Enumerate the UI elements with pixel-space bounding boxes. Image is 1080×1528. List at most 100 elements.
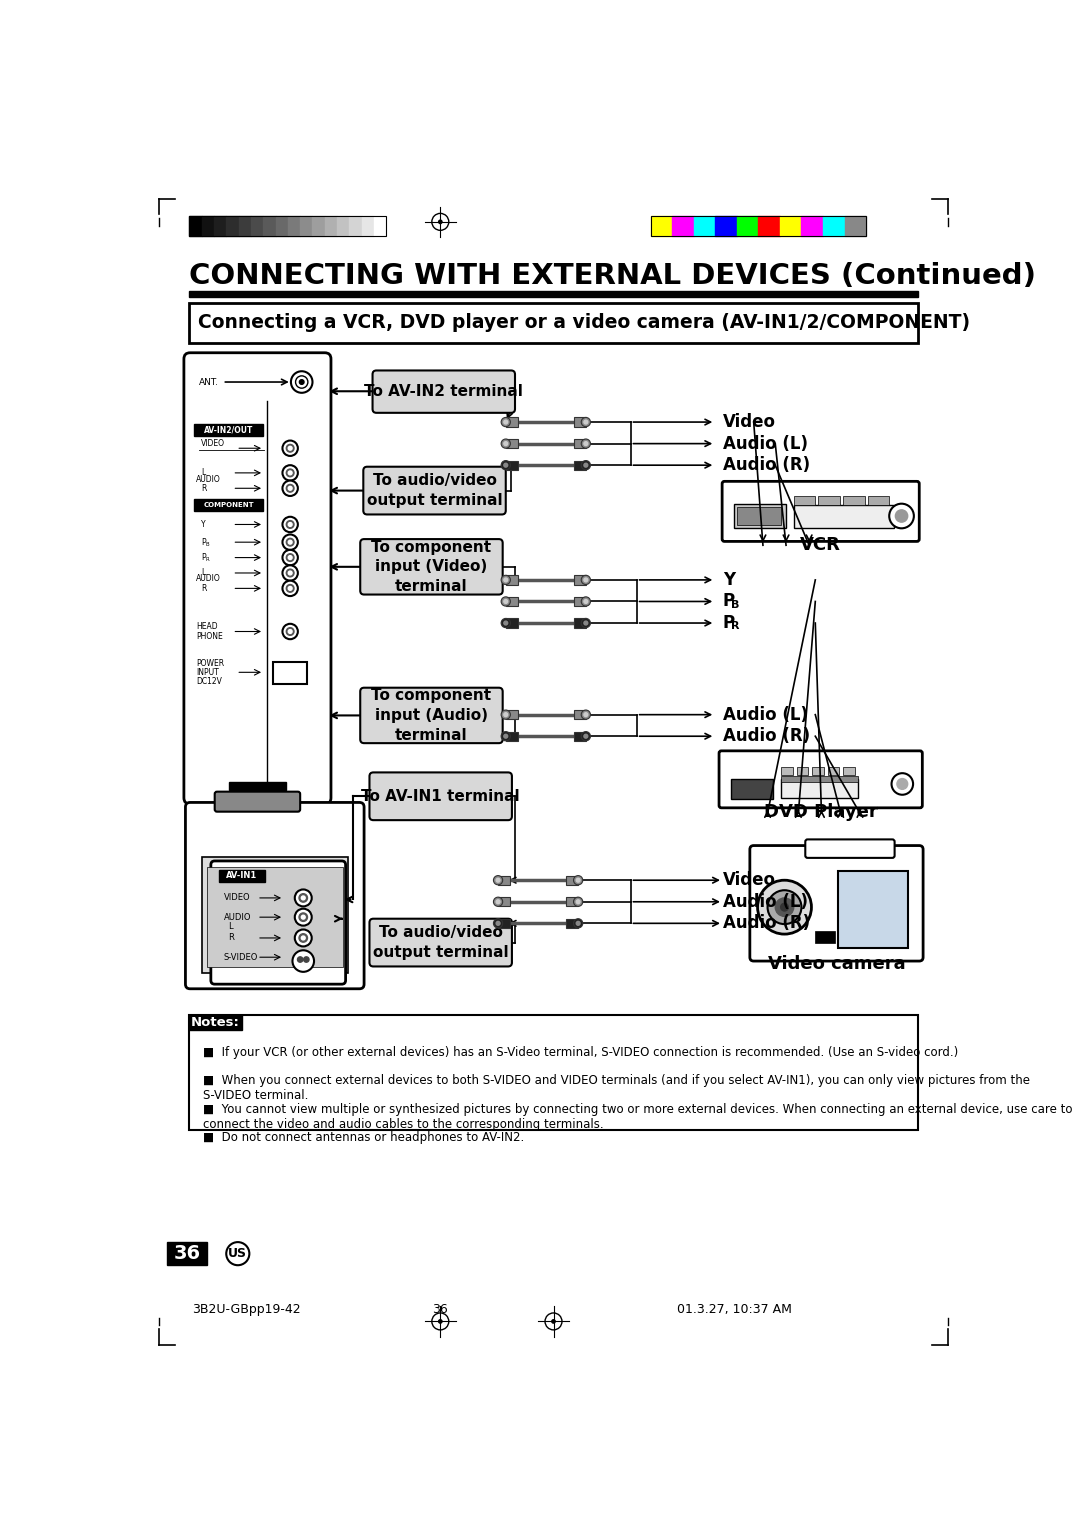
Text: Notes:: Notes: (191, 1016, 240, 1030)
Bar (843, 497, 865, 506)
Circle shape (577, 879, 580, 882)
Bar (374, 217, 387, 235)
Circle shape (501, 711, 511, 720)
Circle shape (504, 442, 508, 446)
Circle shape (283, 440, 298, 455)
Bar (505, 711, 518, 720)
Text: B: B (731, 599, 740, 610)
Text: R: R (201, 484, 206, 492)
Bar (794, 497, 815, 506)
Bar (214, 217, 226, 235)
Bar (715, 217, 737, 235)
FancyBboxPatch shape (361, 539, 502, 594)
Bar (300, 217, 312, 235)
Text: COMPONENT: COMPONENT (203, 503, 254, 509)
Text: To AV-IN1 terminal: To AV-IN1 terminal (362, 788, 519, 804)
Circle shape (504, 578, 508, 582)
Bar (226, 217, 239, 235)
FancyBboxPatch shape (719, 750, 922, 808)
Circle shape (584, 712, 588, 717)
Bar (819, 497, 840, 506)
Circle shape (501, 575, 511, 585)
Circle shape (757, 880, 811, 934)
Bar (505, 597, 518, 607)
Circle shape (889, 504, 914, 529)
Bar (815, 931, 835, 943)
Circle shape (584, 420, 588, 423)
Bar (845, 217, 866, 235)
Text: P: P (201, 553, 205, 562)
Circle shape (584, 463, 588, 468)
Text: 01.3.27, 10:37 AM: 01.3.27, 10:37 AM (677, 1303, 792, 1316)
Text: Audio (R): Audio (R) (723, 914, 810, 932)
Bar (843, 767, 854, 775)
Circle shape (501, 460, 511, 469)
Text: L: L (229, 921, 233, 931)
Bar (797, 767, 808, 775)
Circle shape (299, 894, 308, 902)
Circle shape (504, 735, 508, 738)
Circle shape (286, 521, 294, 529)
Bar (229, 782, 286, 790)
Bar (733, 504, 786, 529)
Bar (801, 217, 823, 235)
Text: VIDEO: VIDEO (224, 894, 251, 903)
Text: Audio (R): Audio (R) (723, 457, 810, 474)
Circle shape (286, 628, 294, 636)
Circle shape (577, 900, 580, 903)
Bar (672, 217, 693, 235)
Bar (218, 871, 265, 882)
Bar (827, 767, 839, 775)
Circle shape (496, 900, 500, 903)
Text: Audio (L): Audio (L) (723, 434, 808, 452)
Bar (194, 500, 264, 512)
Text: VIDEO: VIDEO (201, 439, 225, 448)
Text: R: R (229, 934, 234, 943)
Circle shape (286, 538, 294, 545)
Circle shape (496, 921, 500, 926)
Circle shape (283, 581, 298, 596)
Bar (189, 217, 387, 235)
Circle shape (581, 597, 591, 607)
Bar (275, 217, 288, 235)
Bar (566, 876, 578, 885)
Bar (737, 217, 758, 235)
Bar (202, 217, 214, 235)
Bar (650, 217, 866, 235)
Bar (730, 779, 773, 799)
Circle shape (299, 380, 305, 385)
Text: HEAD: HEAD (197, 622, 218, 631)
Bar (573, 575, 585, 585)
Bar (273, 662, 307, 685)
Text: Y: Y (723, 571, 735, 588)
Bar (498, 918, 511, 927)
Text: P: P (201, 538, 205, 547)
Text: POWER: POWER (197, 659, 225, 668)
Circle shape (581, 460, 591, 469)
Circle shape (581, 439, 591, 448)
Bar (573, 417, 585, 426)
Bar (207, 866, 342, 967)
Text: Audio (L): Audio (L) (723, 706, 808, 724)
Circle shape (584, 599, 588, 604)
Bar (782, 776, 859, 782)
Circle shape (891, 773, 913, 795)
Circle shape (573, 876, 583, 885)
Text: R: R (205, 558, 210, 562)
Text: AV-IN2/OUT: AV-IN2/OUT (204, 425, 253, 434)
Circle shape (768, 891, 801, 924)
Bar (838, 871, 907, 947)
Circle shape (501, 417, 511, 426)
Bar (573, 619, 585, 628)
Circle shape (288, 471, 292, 475)
Bar (362, 217, 374, 235)
Circle shape (581, 732, 591, 741)
Text: 36: 36 (174, 1244, 201, 1264)
Bar (239, 217, 251, 235)
Bar (350, 217, 362, 235)
Text: To AV-IN2 terminal: To AV-IN2 terminal (364, 384, 523, 399)
Circle shape (303, 957, 309, 963)
Text: L: L (201, 469, 205, 477)
FancyBboxPatch shape (189, 1015, 242, 1030)
Circle shape (286, 568, 294, 578)
